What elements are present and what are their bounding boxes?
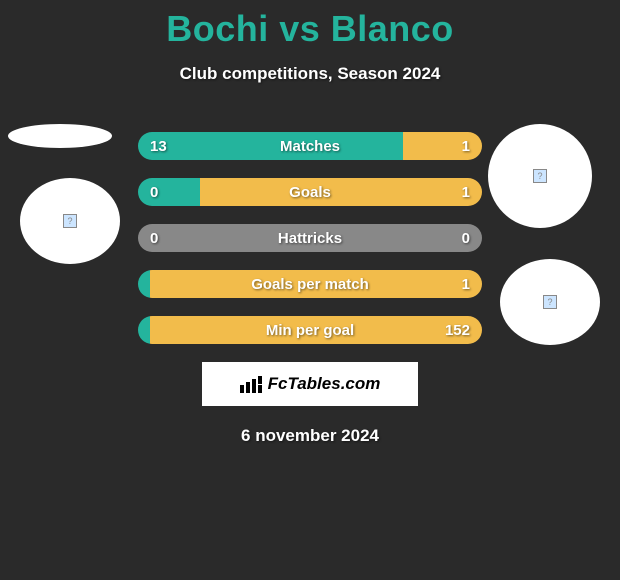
player-right-avatar: ? (488, 124, 592, 228)
placeholder-icon: ? (543, 295, 557, 309)
player-left-avatar: ? (20, 178, 120, 264)
logo-label: FcTables.com (268, 374, 381, 394)
stat-left-value: 0 (150, 184, 158, 201)
bar-right-segment: 1 (150, 270, 482, 298)
bar-left-segment: 13 (138, 132, 403, 160)
player-right-secondary: ? (500, 259, 600, 345)
bar-right-segment: 152 (150, 316, 482, 344)
bar-left-segment: 0 (138, 224, 470, 252)
stat-bar: 00Hattricks (138, 224, 482, 252)
stat-bar: 152Min per goal (138, 316, 482, 344)
stat-right-value: 1 (462, 184, 470, 201)
stat-bar: 1Goals per match (138, 270, 482, 298)
stat-right-value: 1 (462, 276, 470, 293)
bar-left-segment (138, 270, 150, 298)
logo-text: FcTables.com (240, 374, 381, 394)
placeholder-icon: ? (63, 214, 77, 228)
stats-container: 131Matches01Goals00Hattricks1Goals per m… (138, 132, 482, 344)
bar-right-segment: 0 (470, 224, 482, 252)
placeholder-icon: ? (533, 169, 547, 183)
stat-left-value: 13 (150, 138, 167, 155)
bar-right-segment: 1 (403, 132, 482, 160)
stat-bar: 131Matches (138, 132, 482, 160)
stat-right-value: 1 (462, 138, 470, 155)
date-text: 6 november 2024 (0, 426, 620, 446)
bar-right-segment: 1 (200, 178, 482, 206)
stat-left-value: 0 (150, 230, 158, 247)
stat-bar: 01Goals (138, 178, 482, 206)
logo-chart-icon (240, 375, 264, 393)
bar-left-segment (138, 316, 150, 344)
page-title: Bochi vs Blanco (0, 0, 620, 50)
subtitle: Club competitions, Season 2024 (0, 64, 620, 84)
logo-box: FcTables.com (202, 362, 418, 406)
stat-right-value: 152 (445, 322, 470, 339)
player-left-ellipse (8, 124, 112, 148)
bar-left-segment: 0 (138, 178, 200, 206)
stat-right-value: 0 (462, 230, 470, 247)
